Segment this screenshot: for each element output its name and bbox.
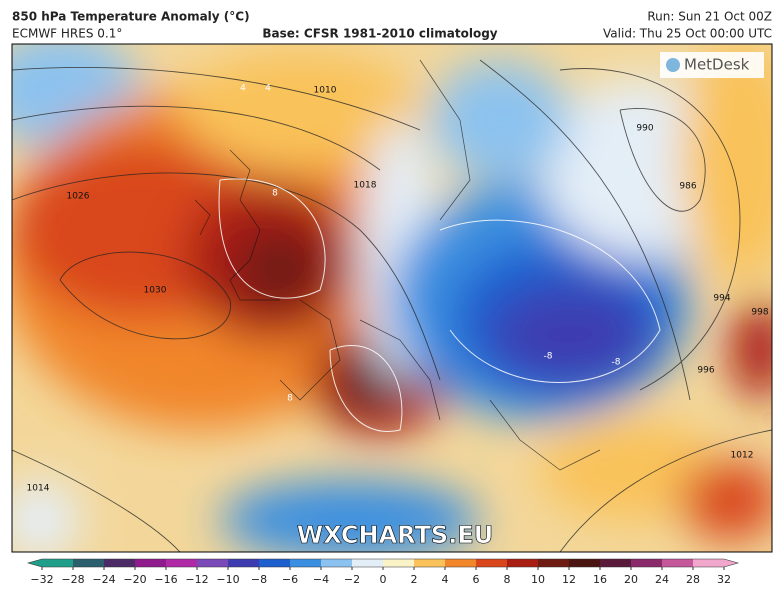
model: ECMWF HRES 0.1° <box>12 27 122 41</box>
colorbar-tick-label: 8 <box>504 573 511 586</box>
colorbar-segment <box>42 559 74 567</box>
base: Base: CFSR 1981-2010 climatology <box>262 27 497 41</box>
colorbar-segment <box>383 559 415 567</box>
colorbar-segment <box>445 559 477 567</box>
colorbar-tick-label: −12 <box>185 573 208 586</box>
run: Run: Sun 21 Oct 00Z <box>647 10 772 24</box>
colorbar-tick-label: 28 <box>686 573 700 586</box>
anomaly-label: 8 <box>272 189 278 199</box>
colorbar-segment <box>631 559 663 567</box>
pressure-label: 1012 <box>731 451 754 461</box>
colorbar-segment <box>321 559 353 567</box>
pressure-label: 1018 <box>354 181 377 191</box>
pressure-label: 996 <box>697 366 714 376</box>
colorbar-tick-label: −2 <box>344 573 360 586</box>
colorbar-segment <box>507 559 539 567</box>
colorbar-tick-label: 2 <box>411 573 418 586</box>
colorbar-segment <box>476 559 508 567</box>
pressure-label: 1030 <box>144 286 167 296</box>
colorbar-tick-label: −8 <box>251 573 267 586</box>
colorbar-tick-label: 6 <box>473 573 480 586</box>
anomaly-label: -8 <box>612 358 621 368</box>
colorbar-segment <box>414 559 446 567</box>
colorbar-tick-label: 0 <box>380 573 387 586</box>
logo: MetDesk <box>684 56 750 74</box>
anomaly-label: 4 <box>240 84 246 94</box>
colorbar-tick-label: −32 <box>30 573 53 586</box>
colorbar-tick-label: −28 <box>61 573 84 586</box>
colorbar-segment <box>73 559 105 567</box>
colorbar-segment <box>290 559 322 567</box>
colorbar-tick-label: −4 <box>313 573 329 586</box>
watermark: WXCHARTS.EU <box>297 521 493 549</box>
pressure-label: 1014 <box>27 484 50 494</box>
colorbar-segment <box>662 559 694 567</box>
pressure-label: 998 <box>751 308 768 318</box>
colorbar-segment <box>166 559 198 567</box>
colorbar-end-high <box>724 559 738 567</box>
anomaly-label: -8 <box>544 352 553 362</box>
colorbar-segment <box>569 559 601 567</box>
colorbar-tick-label: 24 <box>655 573 669 586</box>
colorbar-tick-label: −10 <box>216 573 239 586</box>
colorbar-tick-label: 16 <box>593 573 607 586</box>
colorbar: −32 −28 −24 −20 −16 −12 −10 −8 −6 −4 −2 0 2 4 6 8 10 12 16… <box>26 558 740 586</box>
colorbar-tick-label: 32 <box>717 573 731 586</box>
pressure-label: 1010 <box>314 86 337 96</box>
colorbar-segment <box>197 559 229 567</box>
colorbar-tick-label: 10 <box>531 573 545 586</box>
anomaly-label: 8 <box>287 394 293 404</box>
colorbar-tick-label: −24 <box>92 573 115 586</box>
pressure-label: 994 <box>713 294 730 304</box>
colorbar-end-low <box>28 559 42 567</box>
colorbar-tick-label: −6 <box>282 573 298 586</box>
colorbar-segment <box>693 559 725 567</box>
colorbar-segment <box>538 559 570 567</box>
colorbar-tick-label: 20 <box>624 573 638 586</box>
pressure-label: 1026 <box>67 192 90 202</box>
colorbar-segment <box>135 559 167 567</box>
colorbar-tick-label: 12 <box>562 573 576 586</box>
title: 850 hPa Temperature Anomaly (°C) <box>12 10 250 24</box>
colorbar-segment <box>228 559 260 567</box>
colorbar-tick-label: −16 <box>154 573 177 586</box>
colorbar-tick-label: 4 <box>442 573 449 586</box>
colorbar-segment <box>104 559 136 567</box>
anomaly-label: 4 <box>265 84 271 94</box>
colorbar-segment <box>600 559 632 567</box>
pressure-label: 990 <box>636 124 653 134</box>
colorbar-segment <box>259 559 291 567</box>
colorbar-tick-label: −20 <box>123 573 146 586</box>
valid: Valid: Thu 25 Oct 00:00 UTC <box>603 27 772 41</box>
colorbar-segment <box>352 559 384 567</box>
pressure-label: 986 <box>679 182 696 192</box>
map: 1010 990 986 1018 1026 1030 994 998 996 1014 1012 4… <box>12 44 772 552</box>
